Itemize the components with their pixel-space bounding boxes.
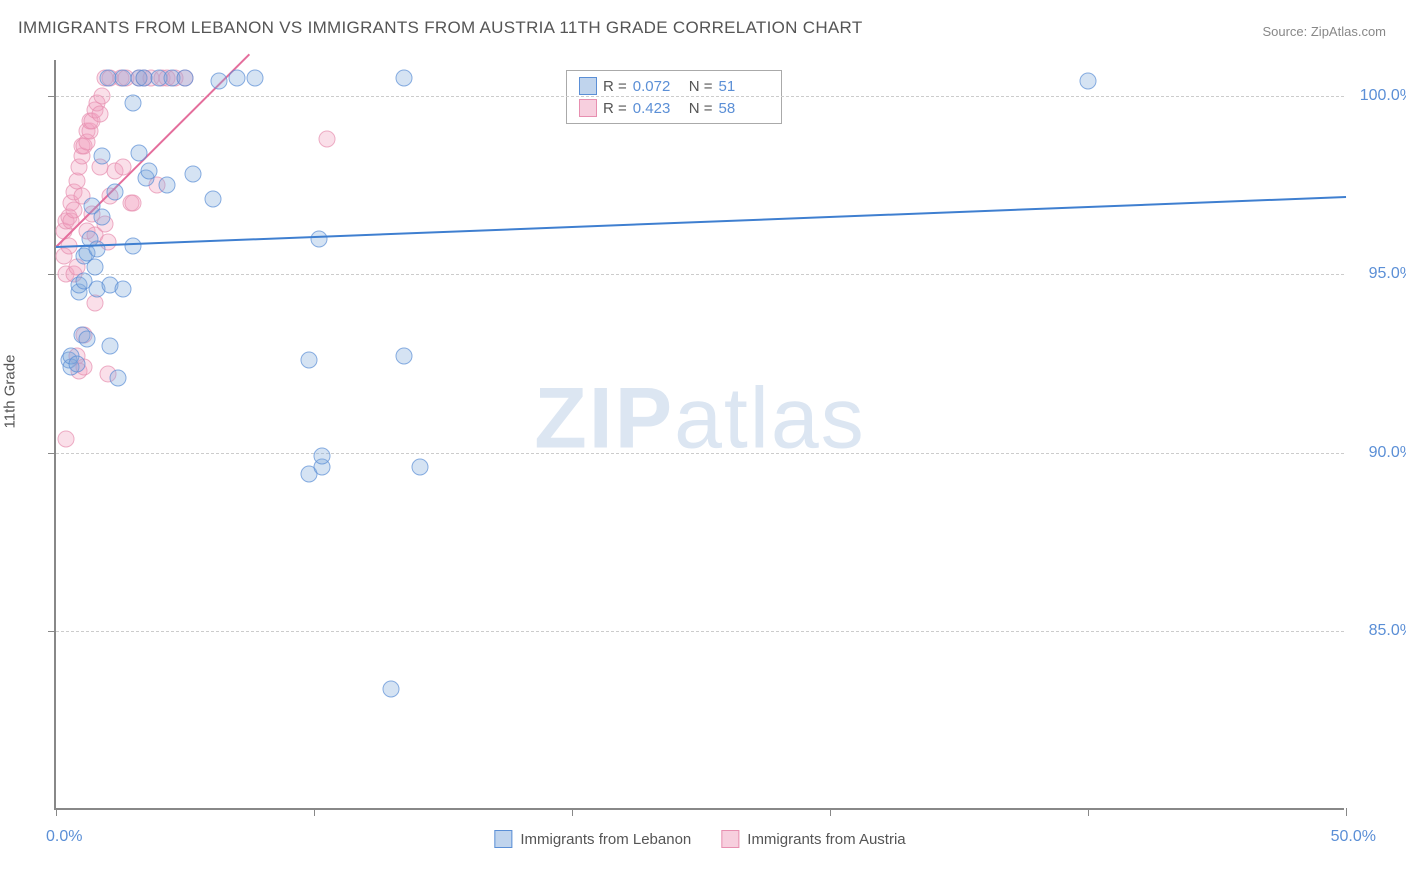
scatter-point [210, 73, 227, 90]
scatter-point [318, 130, 335, 147]
scatter-point [94, 148, 111, 165]
x-tick-label-min: 0.0% [46, 828, 82, 846]
scatter-point [396, 348, 413, 365]
scatter-point [158, 177, 175, 194]
scatter-point [94, 209, 111, 226]
x-tick [572, 808, 573, 816]
legend-item: Immigrants from Austria [721, 830, 905, 848]
scatter-point [396, 69, 413, 86]
gridline [56, 274, 1344, 275]
y-tick [48, 631, 56, 632]
scatter-point [125, 94, 142, 111]
legend-r-value: 0.423 [633, 100, 683, 117]
legend-swatch [494, 830, 512, 848]
x-tick [1088, 808, 1089, 816]
gridline [56, 631, 1344, 632]
scatter-point [78, 330, 95, 347]
gridline [56, 96, 1344, 97]
scatter-point [115, 69, 132, 86]
scatter-point [411, 459, 428, 476]
legend-label: Immigrants from Lebanon [520, 831, 691, 848]
trend-line [56, 196, 1346, 248]
legend-r-label: R = [603, 100, 627, 117]
scatter-point [86, 259, 103, 276]
legend-n-value: 51 [719, 78, 769, 95]
x-tick-label-max: 50.0% [1331, 828, 1376, 846]
legend-r-value: 0.072 [633, 78, 683, 95]
scatter-point [115, 280, 132, 297]
scatter-point [107, 184, 124, 201]
source-attribution: Source: ZipAtlas.com [1262, 24, 1386, 39]
y-tick [48, 96, 56, 97]
y-tick-label: 100.0% [1360, 87, 1406, 105]
scatter-point [313, 448, 330, 465]
legend-label: Immigrants from Austria [747, 831, 905, 848]
scatter-point [383, 680, 400, 697]
legend-item: Immigrants from Lebanon [494, 830, 691, 848]
scatter-point [109, 369, 126, 386]
series-legend: Immigrants from Lebanon Immigrants from A… [494, 830, 905, 848]
scatter-point [140, 162, 157, 179]
y-tick [48, 274, 56, 275]
chart-title: IMMIGRANTS FROM LEBANON VS IMMIGRANTS FR… [18, 18, 863, 38]
legend-r-label: R = [603, 78, 627, 95]
scatter-point [184, 166, 201, 183]
scatter-point [177, 69, 194, 86]
scatter-point [300, 352, 317, 369]
scatter-point [68, 355, 85, 372]
legend-row: R = 0.423 N = 58 [579, 97, 769, 119]
y-tick [48, 453, 56, 454]
legend-swatch [721, 830, 739, 848]
scatter-point [125, 237, 142, 254]
scatter-point [99, 69, 116, 86]
legend-n-value: 58 [719, 100, 769, 117]
scatter-point [135, 69, 152, 86]
x-tick [830, 808, 831, 816]
y-tick-label: 95.0% [1369, 265, 1406, 283]
correlation-legend: R = 0.072 N = 51 R = 0.423 N = 58 [566, 70, 782, 124]
scatter-point [94, 87, 111, 104]
scatter-point [228, 69, 245, 86]
legend-swatch [579, 77, 597, 95]
scatter-point [1080, 73, 1097, 90]
gridline [56, 453, 1344, 454]
scatter-point [246, 69, 263, 86]
x-tick [314, 808, 315, 816]
legend-n-label: N = [689, 78, 713, 95]
y-axis-label: 11th Grade [2, 355, 19, 429]
scatter-point [58, 430, 75, 447]
legend-swatch [579, 99, 597, 117]
scatter-point [91, 105, 108, 122]
x-tick [56, 808, 57, 816]
scatter-point [102, 337, 119, 354]
x-tick [1346, 808, 1347, 816]
scatter-point [311, 230, 328, 247]
scatter-point [125, 194, 142, 211]
scatter-point [130, 144, 147, 161]
legend-row: R = 0.072 N = 51 [579, 75, 769, 97]
y-tick-label: 85.0% [1369, 622, 1406, 640]
y-tick-label: 90.0% [1369, 444, 1406, 462]
scatter-point [205, 191, 222, 208]
chart-plot-area: ZIPatlas R =0.072N =51R =0.423N =58 0.0%… [54, 60, 1344, 810]
legend-n-label: N = [689, 100, 713, 117]
